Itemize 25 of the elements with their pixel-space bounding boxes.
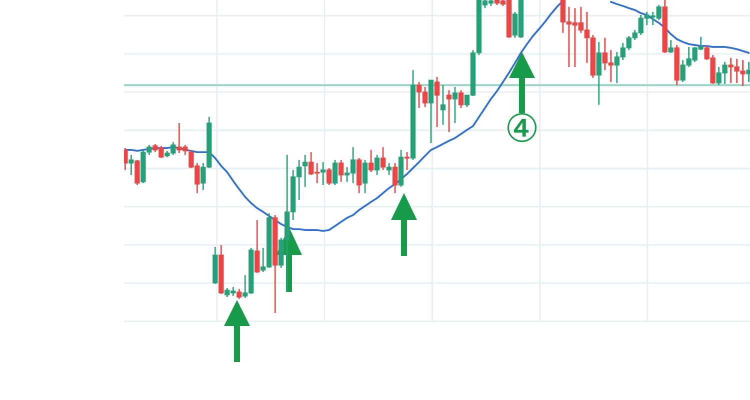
candlestick	[392, 162, 398, 194]
candlestick	[326, 167, 332, 186]
candlestick	[332, 159, 338, 186]
candlestick	[434, 76, 440, 128]
candlestick	[452, 86, 458, 124]
annotation: ④	[507, 113, 537, 142]
candlestick	[458, 89, 464, 109]
candlestick	[596, 41, 602, 106]
candlestick	[338, 159, 344, 183]
candlestick	[428, 79, 434, 144]
candlestick	[404, 151, 410, 171]
candlestick	[380, 146, 386, 171]
candlestick	[134, 159, 140, 186]
candlestick	[440, 84, 446, 126]
candlestick	[320, 161, 326, 186]
candlestick	[302, 154, 308, 188]
candlestick	[386, 162, 392, 176]
candlestick	[362, 159, 368, 194]
candlestick	[374, 154, 380, 176]
candlestick	[128, 154, 134, 176]
candlestick	[446, 89, 452, 133]
candlestick	[236, 288, 242, 300]
candlestick	[254, 219, 260, 274]
candlestick	[368, 149, 374, 173]
candlestick	[668, 39, 674, 54]
